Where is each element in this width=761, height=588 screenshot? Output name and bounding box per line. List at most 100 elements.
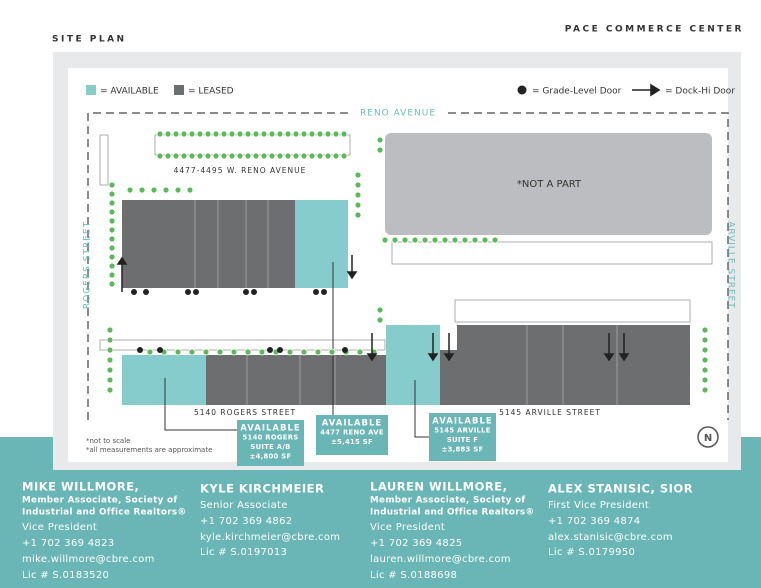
tree xyxy=(354,191,362,199)
contact-name: MIKE WILLMORE, xyxy=(22,480,139,494)
parking xyxy=(454,299,691,323)
tree xyxy=(106,356,114,364)
unit-divider xyxy=(246,325,618,405)
callout-leader xyxy=(164,262,429,438)
street-label: ARVILLE STREET xyxy=(726,221,736,309)
street-label: ROGERS STREET xyxy=(83,221,93,309)
tree xyxy=(376,136,384,144)
tree xyxy=(340,130,348,138)
tree xyxy=(216,348,224,356)
dock-door xyxy=(443,333,455,362)
tree xyxy=(354,201,362,209)
tree xyxy=(174,186,182,194)
parking xyxy=(391,241,713,265)
tree xyxy=(421,236,429,244)
street-label: RENO AVENUE xyxy=(360,109,436,119)
contact-line: Vice President xyxy=(370,522,445,533)
tree xyxy=(106,366,114,374)
tree xyxy=(451,236,459,244)
tree xyxy=(328,348,336,356)
tree xyxy=(156,130,164,138)
tree xyxy=(108,217,116,225)
tree xyxy=(108,253,116,261)
tree xyxy=(381,236,389,244)
tree xyxy=(156,152,164,160)
tree xyxy=(354,171,362,179)
tree xyxy=(701,326,709,334)
tree xyxy=(108,190,116,198)
legend-swatch xyxy=(86,85,96,95)
tree xyxy=(138,186,146,194)
tree xyxy=(260,130,268,138)
grade-door xyxy=(267,347,273,353)
tree xyxy=(228,130,236,138)
tree xyxy=(481,236,489,244)
tree xyxy=(108,199,116,207)
leased-unit xyxy=(206,355,386,405)
legend-label: = Grade-Level Door xyxy=(532,87,622,97)
tree xyxy=(164,130,172,138)
brand: PACE COMMERCE CENTER xyxy=(565,25,744,35)
tree xyxy=(146,348,154,356)
contact-line: alex.stanisic@cbre.com xyxy=(548,532,673,543)
leased-unit xyxy=(122,200,295,288)
tree xyxy=(212,130,220,138)
tree xyxy=(106,326,114,334)
grade-door xyxy=(321,289,327,295)
tree xyxy=(260,152,268,160)
tree xyxy=(701,336,709,344)
tree xyxy=(196,130,204,138)
tree xyxy=(268,152,276,160)
contact-line: mike.willmore@cbre.com xyxy=(22,554,155,565)
tree xyxy=(150,186,158,194)
callout-text: 4477 RENO AVE xyxy=(320,429,384,437)
tree xyxy=(108,235,116,243)
tree xyxy=(284,130,292,138)
tree xyxy=(701,366,709,374)
tree xyxy=(252,130,260,138)
callout-text: SUITE F xyxy=(447,436,478,444)
tree xyxy=(188,348,196,356)
tree xyxy=(286,348,294,356)
tree xyxy=(491,236,499,244)
tree xyxy=(332,130,340,138)
grade-door xyxy=(137,347,143,353)
parking xyxy=(154,134,351,156)
page-title: SITE PLAN xyxy=(52,35,127,45)
tree xyxy=(228,152,236,160)
property-line xyxy=(87,112,729,420)
tree xyxy=(180,152,188,160)
contact-line: First Vice President xyxy=(548,500,649,511)
street-label: 5140 ROGERS STREET xyxy=(194,408,296,417)
tree xyxy=(108,262,116,270)
tree xyxy=(186,186,194,194)
site-plan: = AVAILABLE = LEASED = Grade-Level Door … xyxy=(83,83,736,466)
callout-box xyxy=(237,420,304,466)
tree xyxy=(108,271,116,279)
contact-line: Lic # S.0183520 xyxy=(22,570,109,581)
tree xyxy=(164,152,172,160)
tree xyxy=(376,306,384,314)
tree xyxy=(108,226,116,234)
tree xyxy=(236,130,244,138)
grade-door xyxy=(277,347,283,353)
tree xyxy=(204,152,212,160)
contact-line: Lic # S.0179950 xyxy=(548,547,635,558)
compass-letter: N xyxy=(704,433,712,444)
tree xyxy=(376,316,384,324)
dock-door xyxy=(116,256,128,292)
tree xyxy=(108,208,116,216)
tree xyxy=(441,236,449,244)
tree xyxy=(196,152,204,160)
tree xyxy=(172,130,180,138)
contact-line: Vice President xyxy=(22,522,97,533)
parking xyxy=(99,134,109,186)
tree xyxy=(332,152,340,160)
tree xyxy=(284,152,292,160)
callout-text: AVAILABLE xyxy=(240,424,300,434)
tree xyxy=(316,130,324,138)
tree xyxy=(258,348,266,356)
street-label: 5145 ARVILLE STREET xyxy=(499,408,601,417)
available-unit xyxy=(122,355,206,405)
